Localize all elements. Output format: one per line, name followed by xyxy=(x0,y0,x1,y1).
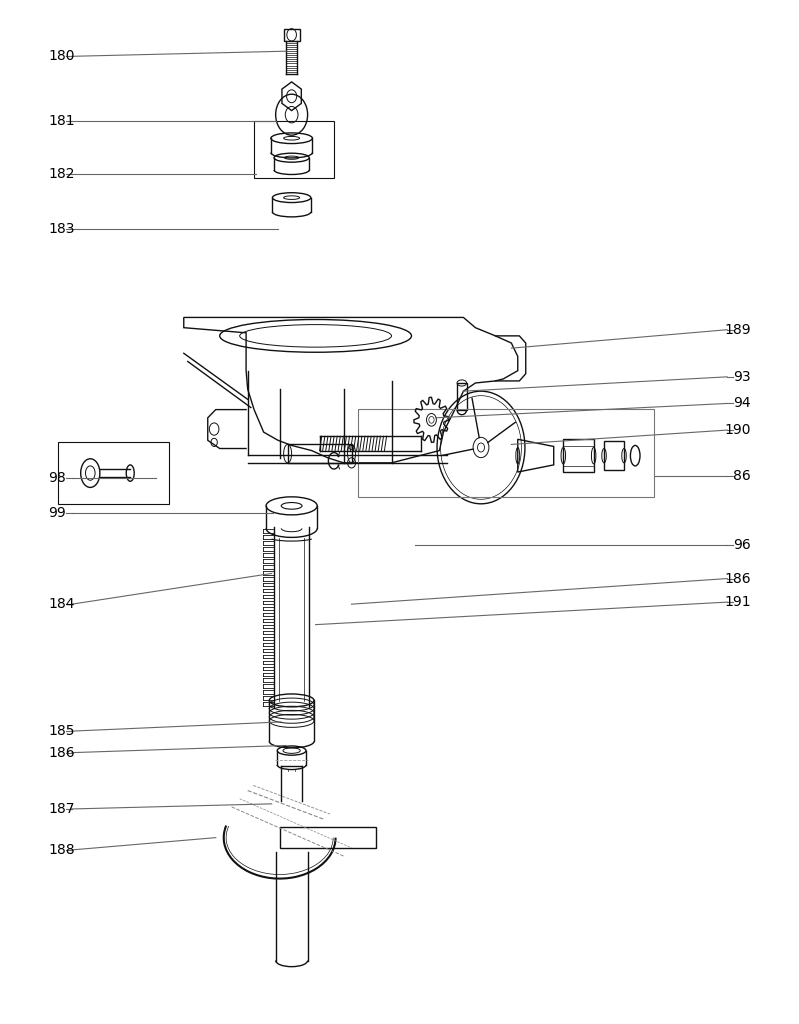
Bar xyxy=(254,121,334,178)
Bar xyxy=(284,29,300,41)
Bar xyxy=(280,827,376,848)
Text: 99: 99 xyxy=(48,506,66,520)
Bar xyxy=(457,383,467,410)
Text: 96: 96 xyxy=(733,538,751,552)
Bar xyxy=(288,444,352,463)
Text: 185: 185 xyxy=(48,724,74,738)
Text: 191: 191 xyxy=(725,595,751,609)
Text: 183: 183 xyxy=(48,222,74,237)
Text: 180: 180 xyxy=(48,49,74,63)
Bar xyxy=(358,409,654,497)
Text: 186: 186 xyxy=(725,571,751,586)
Text: 98: 98 xyxy=(48,471,66,485)
Text: 187: 187 xyxy=(48,802,74,816)
Text: 93: 93 xyxy=(733,370,751,384)
Text: 186: 186 xyxy=(48,745,74,760)
Text: 188: 188 xyxy=(48,843,74,857)
Bar xyxy=(604,441,624,470)
Text: 190: 190 xyxy=(725,423,751,437)
Text: 181: 181 xyxy=(48,114,74,128)
Text: 86: 86 xyxy=(733,469,751,483)
Text: 189: 189 xyxy=(725,323,751,337)
Text: 94: 94 xyxy=(733,396,751,411)
Bar xyxy=(563,439,594,472)
Text: 182: 182 xyxy=(48,167,74,181)
Text: 184: 184 xyxy=(48,597,74,611)
Bar xyxy=(58,442,169,504)
